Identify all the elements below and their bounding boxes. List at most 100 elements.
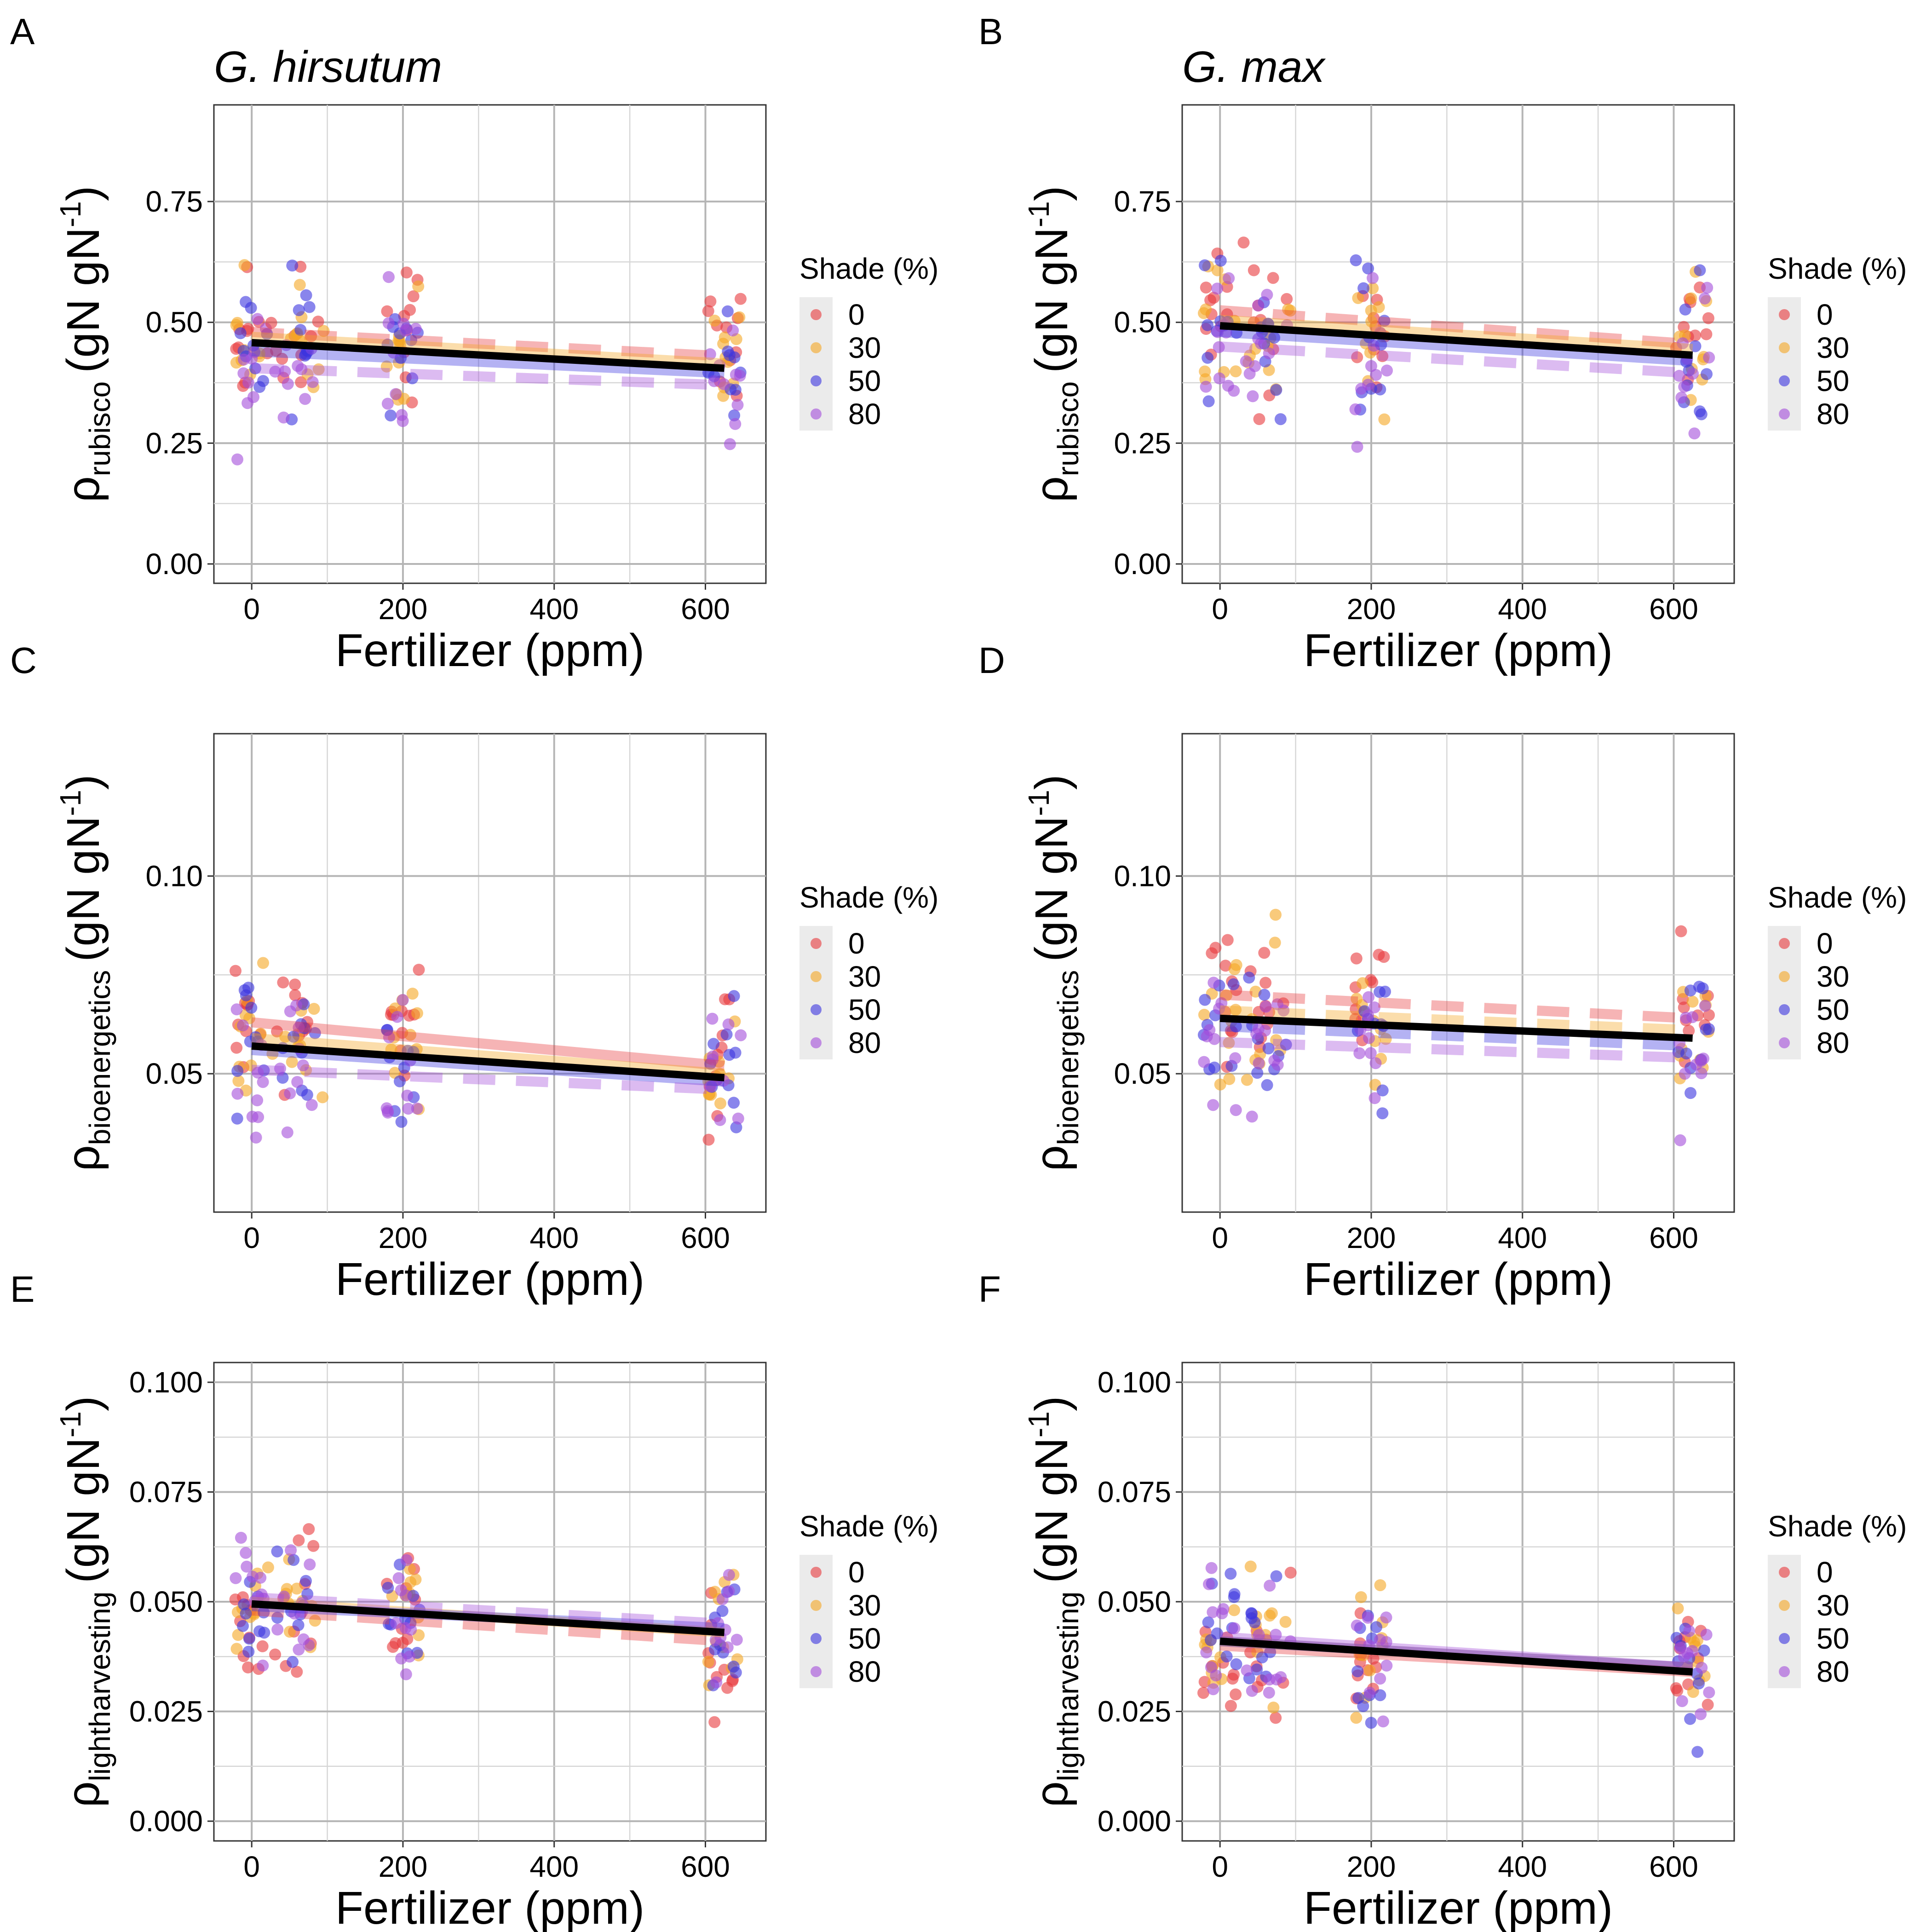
x-tick-label: 600 [681, 592, 730, 626]
data-point [230, 1041, 243, 1054]
legend-swatch-50 [1779, 1004, 1790, 1015]
data-point [312, 316, 324, 328]
data-point [1279, 1616, 1292, 1628]
data-point [1268, 332, 1281, 344]
data-point [1695, 408, 1708, 420]
legend-swatch-0 [1779, 938, 1790, 949]
data-point [1702, 312, 1714, 324]
data-point [1213, 341, 1225, 353]
data-point [277, 411, 290, 424]
data-point [1675, 391, 1688, 404]
data-point [1270, 1034, 1282, 1046]
fit-line-shade-30 [251, 332, 725, 369]
data-point [406, 372, 419, 385]
data-point [1225, 1568, 1237, 1580]
data-point [1374, 383, 1386, 396]
legend-title: Shade (%) [799, 881, 938, 914]
data-point [1380, 1033, 1392, 1045]
fit-line-shade-0 [251, 1605, 725, 1646]
data-point [293, 1534, 305, 1547]
data-point [1229, 1052, 1242, 1064]
data-point [1687, 368, 1699, 380]
data-point [1268, 1054, 1281, 1067]
data-point [1198, 307, 1210, 319]
x-tick-label: 0 [243, 1221, 260, 1254]
data-point [293, 1022, 305, 1034]
shade-fit-lines [1219, 305, 1693, 379]
data-point [1223, 1073, 1236, 1085]
y-label-unit: (gN gN [58, 816, 109, 962]
data-point [1381, 364, 1393, 377]
data-point [385, 409, 397, 422]
data-point [243, 1633, 255, 1645]
data-point [238, 1598, 250, 1610]
data-point [402, 1103, 414, 1115]
data-point [396, 409, 408, 421]
y-label-close: ) [1026, 775, 1077, 790]
data-point [295, 376, 307, 388]
data-point [288, 1030, 299, 1043]
data-point [1694, 264, 1706, 276]
y-label-subscript: bioenergetics [1052, 970, 1085, 1145]
data-point [728, 990, 740, 1002]
data-point [708, 1716, 721, 1728]
legend-label: 30 [1817, 1589, 1849, 1622]
data-point [1208, 977, 1220, 989]
data-point [1202, 351, 1214, 364]
legend-swatch-0 [1779, 309, 1790, 320]
data-point [1362, 262, 1374, 275]
data-point [1686, 1645, 1698, 1657]
data-point [279, 1030, 292, 1043]
data-point [288, 1607, 301, 1620]
legend-swatch-30 [811, 342, 822, 353]
x-tick-label: 600 [1649, 1850, 1698, 1883]
data-point [276, 1072, 289, 1084]
data-point [1246, 1110, 1258, 1123]
data-point [400, 1554, 413, 1566]
data-point [308, 1003, 320, 1015]
data-point [1684, 984, 1696, 997]
x-tick-label: 400 [1498, 1221, 1547, 1254]
data-point [238, 259, 251, 271]
data-point [403, 1650, 416, 1663]
data-point [1691, 1746, 1704, 1758]
data-point [1250, 1028, 1263, 1040]
x-tick-label: 0 [243, 1850, 260, 1883]
legend-swatch-0 [811, 309, 822, 320]
legend-swatch-80 [1779, 1666, 1790, 1677]
data-point [714, 1114, 726, 1126]
legend-swatch-50 [811, 1004, 822, 1015]
y-tick-label: 0.000 [129, 1805, 203, 1838]
data-point [1205, 1562, 1218, 1574]
data-point [1259, 1000, 1272, 1013]
data-point [394, 1075, 406, 1087]
fit-line-shade-80 [251, 363, 724, 391]
data-point [1263, 1686, 1275, 1699]
data-point [1211, 264, 1224, 276]
data-point [704, 1080, 717, 1092]
data-point [293, 304, 305, 316]
legend-swatch-0 [1779, 1567, 1790, 1578]
data-point [1197, 1687, 1209, 1699]
y-tick-label: 0.10 [145, 859, 203, 892]
data-point [293, 1644, 305, 1656]
data-point [1675, 925, 1687, 937]
data-point [1693, 1677, 1705, 1690]
data-point [1686, 1011, 1699, 1024]
data-point [722, 1018, 735, 1030]
legend-label: 30 [848, 1589, 881, 1622]
data-point [723, 1569, 735, 1581]
legend-swatch-30 [1779, 342, 1790, 353]
data-point [1202, 319, 1213, 331]
legend-label: 80 [1817, 1655, 1849, 1688]
data-point [1674, 1134, 1686, 1146]
panel-b: B G. max 0 200 400 600 0.00 0.25 0.50 0.75 Fertili… [978, 11, 1907, 676]
data-point [409, 322, 422, 335]
data-point [405, 334, 418, 346]
data-point [235, 1532, 247, 1544]
data-point [1252, 299, 1265, 312]
data-point [1363, 1032, 1375, 1044]
data-point [1202, 1616, 1214, 1628]
panel-letter: C [10, 640, 37, 681]
y-tick-label: 0.025 [129, 1695, 203, 1728]
